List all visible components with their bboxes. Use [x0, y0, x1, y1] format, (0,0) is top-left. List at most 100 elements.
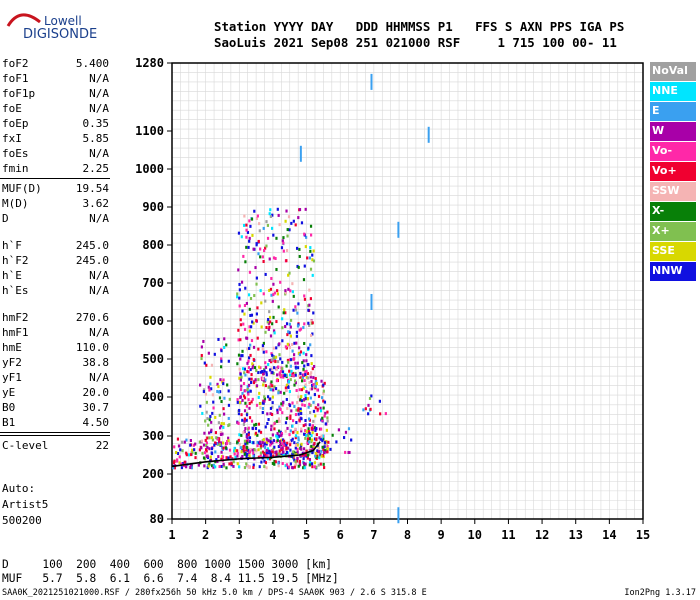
echo-point — [239, 318, 242, 322]
echo-point — [296, 442, 299, 446]
echo-point — [287, 465, 291, 469]
echo-point — [302, 359, 305, 363]
echo-point — [222, 382, 225, 386]
echo-point — [300, 427, 303, 431]
echo-point — [311, 258, 314, 262]
echo-point — [181, 449, 184, 453]
echo-point — [384, 412, 387, 416]
echo-point — [250, 419, 254, 423]
echo-point — [238, 288, 241, 292]
echo-point — [325, 428, 328, 432]
echo-point — [288, 271, 291, 275]
echo-point — [251, 426, 254, 430]
echo-point — [311, 321, 314, 325]
echo-point — [307, 376, 310, 380]
echo-point — [219, 426, 222, 430]
echo-point — [311, 383, 314, 387]
echo-point — [270, 276, 273, 280]
echo-point — [198, 448, 201, 452]
echo-point — [266, 454, 269, 458]
echo-point — [309, 387, 312, 391]
echo-point — [312, 259, 316, 263]
echo-point — [240, 354, 243, 358]
echo-point — [240, 280, 244, 284]
echo-point — [202, 390, 205, 394]
echo-point — [335, 440, 338, 444]
echo-point — [222, 464, 226, 468]
echo-point — [189, 465, 192, 469]
echo-point — [222, 446, 225, 450]
echo-point — [281, 370, 285, 374]
echo-point — [285, 209, 288, 213]
echo-point — [294, 361, 297, 365]
echo-point — [271, 461, 274, 465]
echo-point — [246, 441, 249, 445]
echo-point — [269, 443, 272, 447]
echo-point — [297, 407, 300, 411]
echo-point — [227, 389, 230, 393]
echo-point — [242, 422, 246, 426]
echo-point — [368, 396, 372, 400]
param-label: hmF2 — [2, 311, 29, 324]
echo-point — [269, 360, 273, 364]
echo-point — [211, 438, 214, 442]
echo-point — [248, 236, 251, 240]
echo-point — [305, 235, 308, 239]
echo-point — [238, 282, 241, 286]
echo-point — [276, 411, 279, 415]
echo-point — [266, 223, 270, 227]
echo-point — [274, 387, 278, 391]
echo-point — [322, 391, 325, 395]
echo-point — [248, 307, 251, 311]
echo-point — [245, 462, 248, 466]
echo-point — [285, 249, 289, 253]
echo-point — [227, 359, 230, 363]
echo-point — [291, 343, 294, 347]
echo-point — [284, 291, 287, 295]
legend-item-ssw: SSW — [650, 182, 696, 201]
echo-point — [269, 215, 272, 219]
param-label: hmE — [2, 341, 22, 354]
echo-point — [326, 419, 329, 423]
echo-point — [206, 417, 209, 421]
echo-point — [320, 454, 323, 458]
legend-item-e: E — [650, 102, 696, 121]
echo-point — [243, 417, 247, 421]
echo-point — [254, 379, 258, 383]
echo-point — [263, 452, 266, 456]
echo-point — [249, 343, 252, 347]
echo-point — [246, 384, 249, 388]
echo-point — [270, 380, 273, 384]
echo-point — [278, 449, 281, 453]
echo-point — [312, 311, 315, 315]
echo-point — [270, 293, 273, 297]
echo-point — [264, 246, 267, 250]
echo-point — [189, 443, 192, 447]
x-tick-label: 10 — [468, 528, 482, 542]
echo-point — [222, 462, 225, 466]
echo-point — [293, 458, 296, 462]
echo-point — [304, 370, 307, 374]
echo-point — [247, 392, 250, 396]
echo-point — [218, 441, 221, 445]
echo-point — [284, 324, 287, 328]
echo-point — [281, 411, 284, 415]
echo-point — [254, 431, 258, 435]
echo-point — [255, 216, 258, 220]
echo-point — [313, 441, 316, 445]
echo-point — [298, 247, 301, 251]
echo-point — [294, 308, 298, 312]
echo-point — [248, 454, 251, 458]
echo-point — [247, 398, 250, 402]
param-label: foE — [2, 102, 22, 115]
echo-point — [220, 421, 223, 425]
echo-point — [378, 399, 381, 403]
echo-point — [269, 388, 272, 392]
echo-point — [245, 454, 248, 458]
echo-point — [302, 367, 305, 371]
echo-point — [220, 357, 223, 361]
param-value: 2.25 — [82, 162, 110, 175]
echo-point — [271, 370, 274, 374]
echo-point — [300, 399, 304, 403]
echo-point — [261, 406, 265, 410]
